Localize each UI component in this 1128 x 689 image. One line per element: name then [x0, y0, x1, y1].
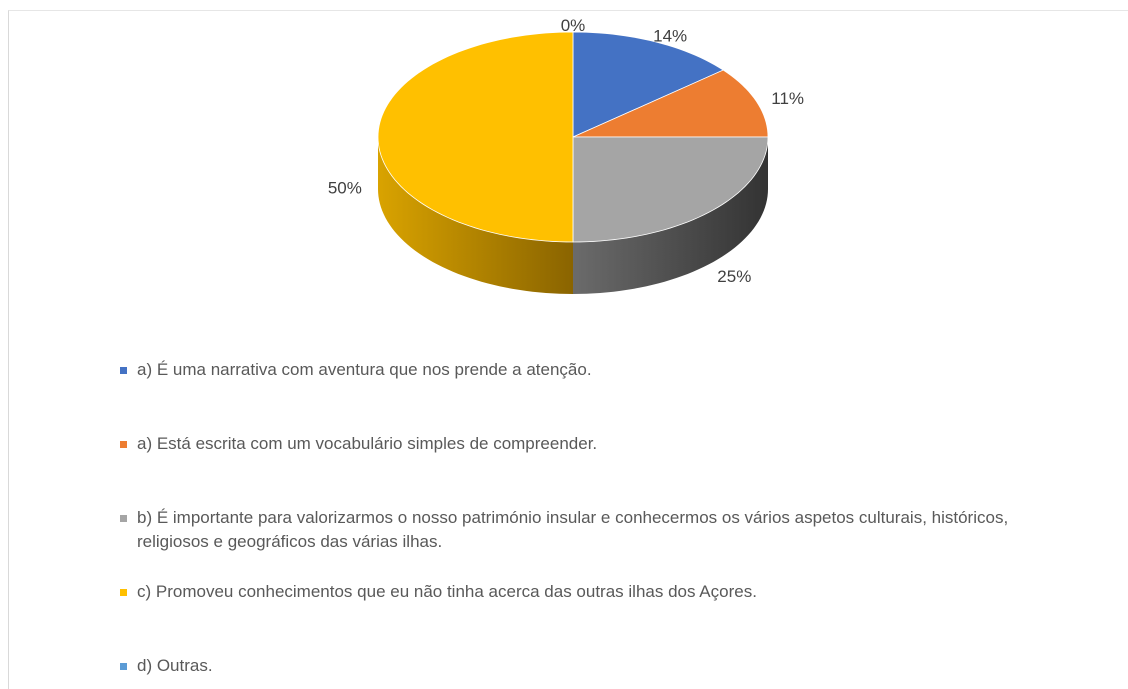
legend-text: c) Promoveu conhecimentos que eu não tin… [137, 582, 757, 601]
legend-swatch [120, 589, 127, 596]
legend-item: a) É uma narrativa com aventura que nos … [120, 358, 1037, 382]
data-label: 25% [717, 267, 751, 286]
legend-swatch [120, 441, 127, 448]
pie-slice [572, 31, 725, 138]
legend-item: b) É importante para valorizarmos o noss… [120, 506, 1037, 554]
chart-border [8, 10, 1128, 689]
legend-swatch [120, 367, 127, 374]
data-label: 0% [561, 16, 586, 35]
data-label: 11% [771, 89, 804, 108]
legend-text: d) Outras. [137, 656, 213, 675]
legend-text: b) É importante para valorizarmos o noss… [137, 508, 1009, 551]
pie-side [378, 137, 573, 294]
legend-text: a) Está escrita com um vocabulário simpl… [137, 434, 598, 453]
data-label: 50% [328, 178, 362, 197]
legend-item: d) Outras. [120, 654, 1037, 678]
legend-swatch [120, 663, 127, 670]
pie-side [573, 137, 768, 294]
legend-text: a) É uma narrativa com aventura que nos … [137, 360, 592, 379]
legend-swatch [120, 515, 127, 522]
legend-item: a) Está escrita com um vocabulário simpl… [120, 432, 1037, 456]
pie-slice [377, 31, 574, 243]
pie-slice [572, 69, 769, 138]
pie-slice [572, 136, 769, 243]
data-label: 14% [653, 27, 687, 46]
legend-item: c) Promoveu conhecimentos que eu não tin… [120, 580, 1037, 604]
